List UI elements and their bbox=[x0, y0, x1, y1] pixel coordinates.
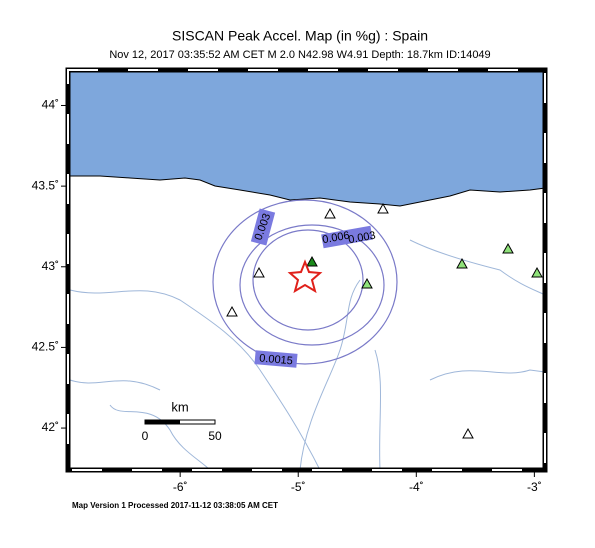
contour-label: 0.0015 bbox=[259, 352, 294, 367]
contour-labels: 0.003 0.006 0.003 0.0015 bbox=[250, 208, 377, 368]
rivers bbox=[69, 239, 546, 471]
stations bbox=[226, 202, 543, 439]
x-tick-label: -5˚ bbox=[291, 480, 306, 494]
subtitle: Nov 12, 2017 03:35:52 AM CET M 2.0 N42.9… bbox=[109, 49, 490, 61]
x-tick-label: -6˚ bbox=[173, 480, 188, 494]
sea bbox=[67, 69, 546, 207]
scale-start: 0 bbox=[142, 429, 149, 443]
y-tick-label: 42.5˚ bbox=[32, 340, 59, 354]
scale-unit: km bbox=[171, 399, 188, 414]
x-tick-label: -3˚ bbox=[527, 480, 542, 494]
footer: Map Version 1 Processed 2017-11-12 03:38… bbox=[72, 501, 278, 510]
y-tick-label: 42˚ bbox=[42, 420, 59, 434]
epicenter bbox=[287, 259, 323, 294]
map-area: 0.003 0.006 0.003 0.0015 km 0 50 bbox=[65, 67, 548, 473]
x-tick-label: -4˚ bbox=[409, 480, 424, 494]
frame-dash bbox=[67, 69, 546, 471]
scale-end: 50 bbox=[208, 429, 222, 443]
y-tick-label: 43.5˚ bbox=[32, 178, 59, 192]
contour-label: 0.006 bbox=[321, 230, 350, 247]
contours bbox=[212, 199, 398, 365]
y-tick-label: 44˚ bbox=[42, 98, 59, 112]
contour-label: 0.003 bbox=[347, 230, 376, 247]
y-tick-label: 43˚ bbox=[42, 259, 59, 273]
scale-bar: km 0 50 bbox=[142, 399, 222, 443]
title: SISCAN Peak Accel. Map (in %g) : Spain bbox=[172, 28, 428, 44]
